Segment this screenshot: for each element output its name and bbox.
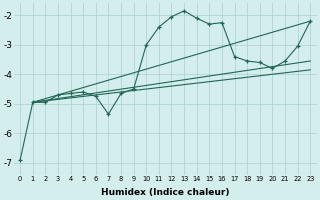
X-axis label: Humidex (Indice chaleur): Humidex (Indice chaleur) [101,188,229,197]
